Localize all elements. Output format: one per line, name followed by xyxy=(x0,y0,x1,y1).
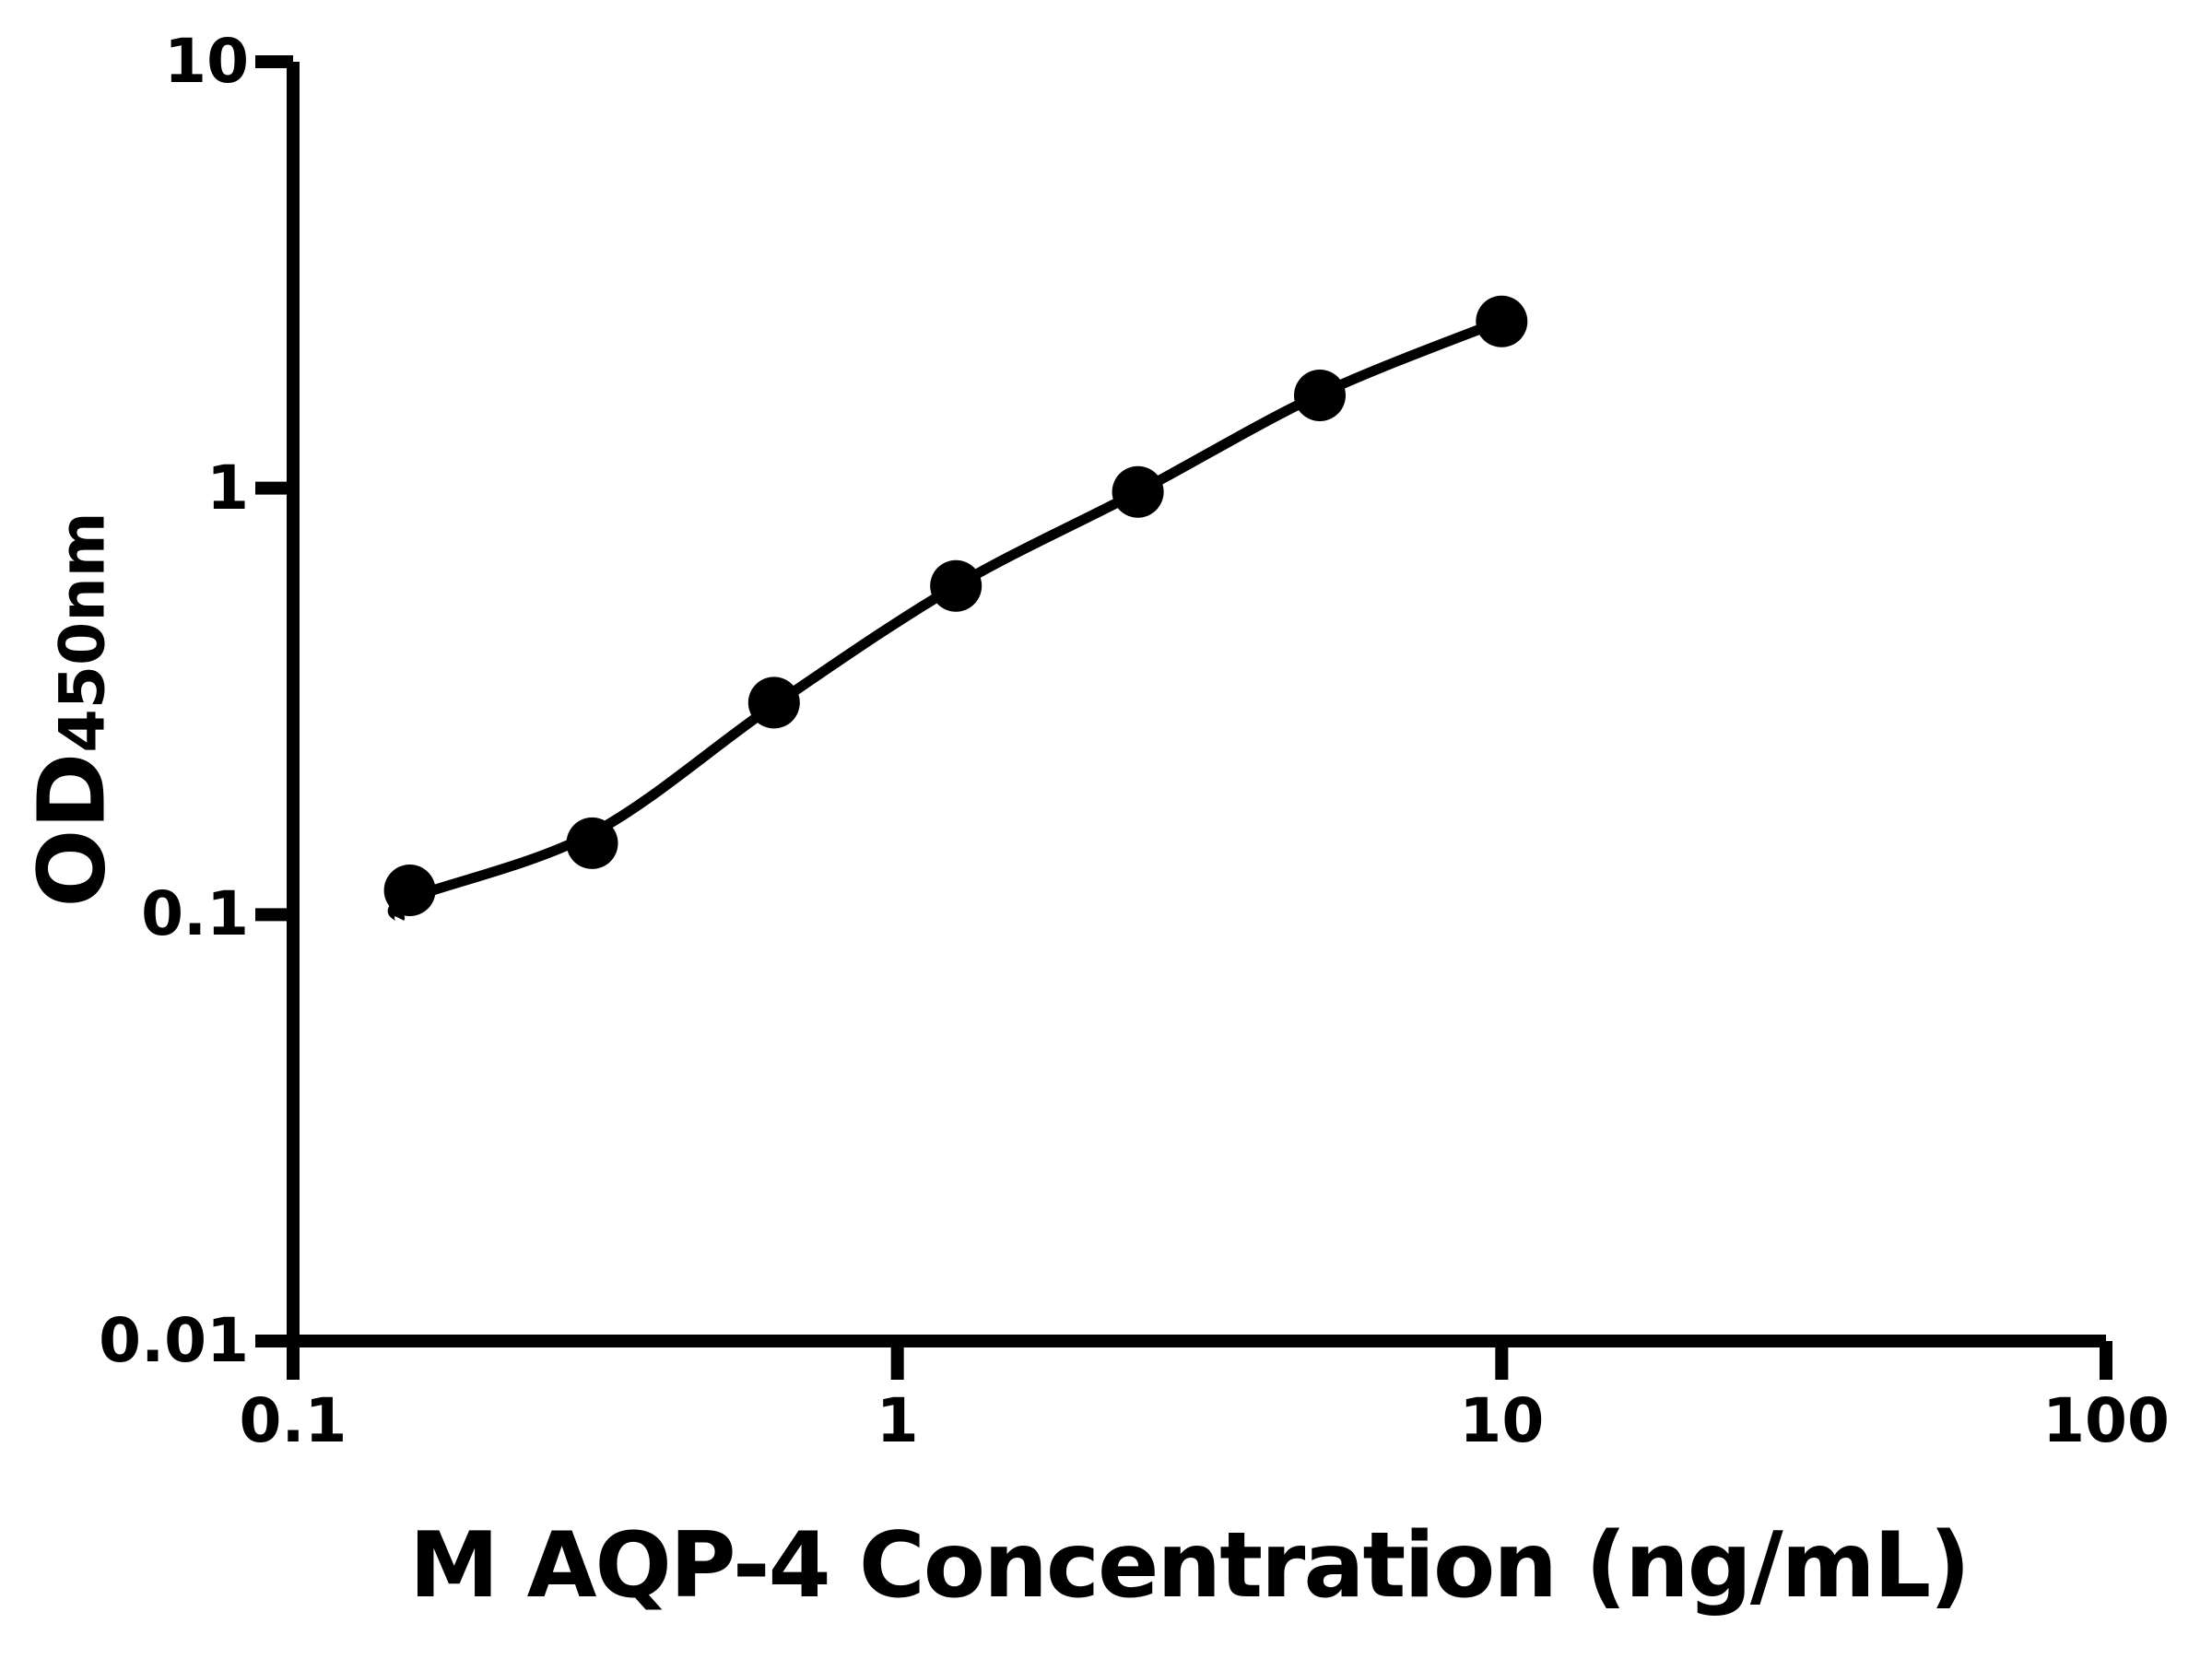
y-tick-label-1: 1 xyxy=(206,452,249,524)
x-tick-label-1: 1 xyxy=(876,1385,919,1456)
x-tick-label-0.1: 0.1 xyxy=(239,1385,347,1456)
y-axis-title-main: OD xyxy=(18,752,126,908)
fit-curve-line xyxy=(387,315,1504,924)
x-tick-label-10: 10 xyxy=(1459,1385,1545,1456)
y-tick-label-10: 10 xyxy=(164,26,249,97)
x-axis-title-text: M AQP-4 Concentration (ng/mL) xyxy=(408,1513,1971,1618)
y-axis-title-sub: 450nm xyxy=(46,512,120,753)
y-axis-title: OD450nm xyxy=(18,512,126,907)
x-tick-label-100: 100 xyxy=(2042,1385,2170,1456)
y-tick-label-0.01: 0.01 xyxy=(99,1305,249,1376)
y-tick-label-0.1: 0.1 xyxy=(141,878,249,950)
x-axis-title: M AQP-4 Concentration (ng/mL) xyxy=(408,1513,1971,1618)
